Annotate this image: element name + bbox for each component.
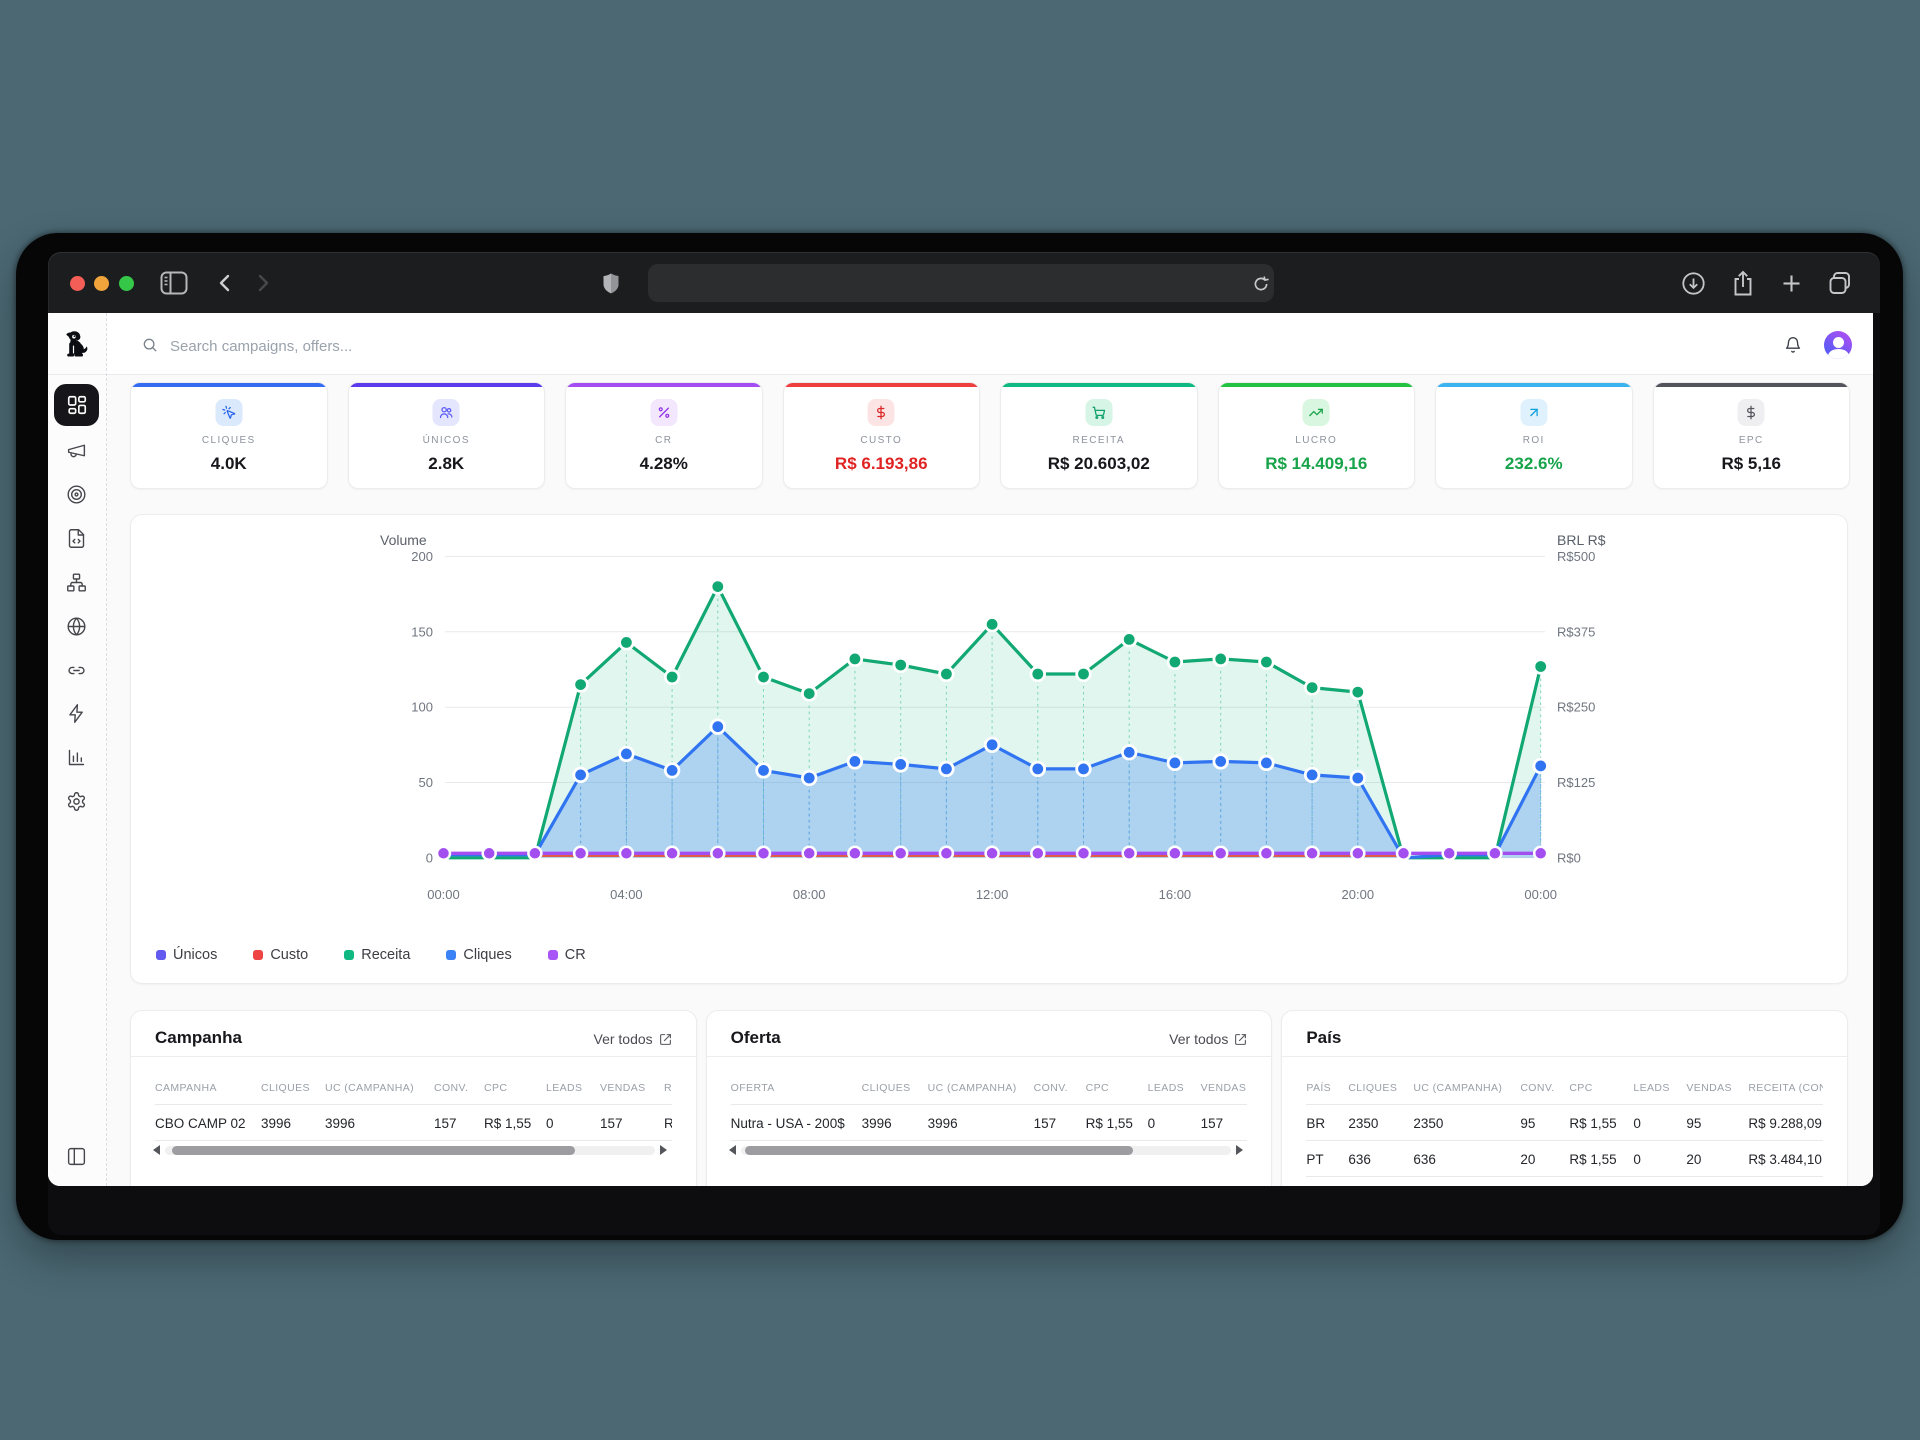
svg-text:R$500: R$500 — [1557, 549, 1595, 564]
svg-text:20:00: 20:00 — [1342, 887, 1375, 902]
svg-text:Volume: Volume — [380, 532, 427, 548]
svg-text:00:00: 00:00 — [1524, 887, 1557, 902]
svg-text:R$375: R$375 — [1557, 624, 1595, 639]
svg-text:R$0: R$0 — [1557, 850, 1581, 865]
svg-text:12:00: 12:00 — [976, 887, 1009, 902]
svg-text:BRL R$: BRL R$ — [1557, 532, 1606, 548]
svg-text:50: 50 — [419, 775, 433, 790]
svg-text:200: 200 — [411, 549, 433, 564]
svg-text:150: 150 — [411, 624, 433, 639]
svg-text:R$125: R$125 — [1557, 775, 1595, 790]
svg-text:0: 0 — [426, 850, 433, 865]
svg-text:16:00: 16:00 — [1159, 887, 1192, 902]
svg-text:04:00: 04:00 — [610, 887, 643, 902]
svg-text:100: 100 — [411, 700, 433, 715]
svg-text:00:00: 00:00 — [427, 887, 460, 902]
svg-text:R$250: R$250 — [1557, 700, 1595, 715]
svg-text:08:00: 08:00 — [793, 887, 826, 902]
